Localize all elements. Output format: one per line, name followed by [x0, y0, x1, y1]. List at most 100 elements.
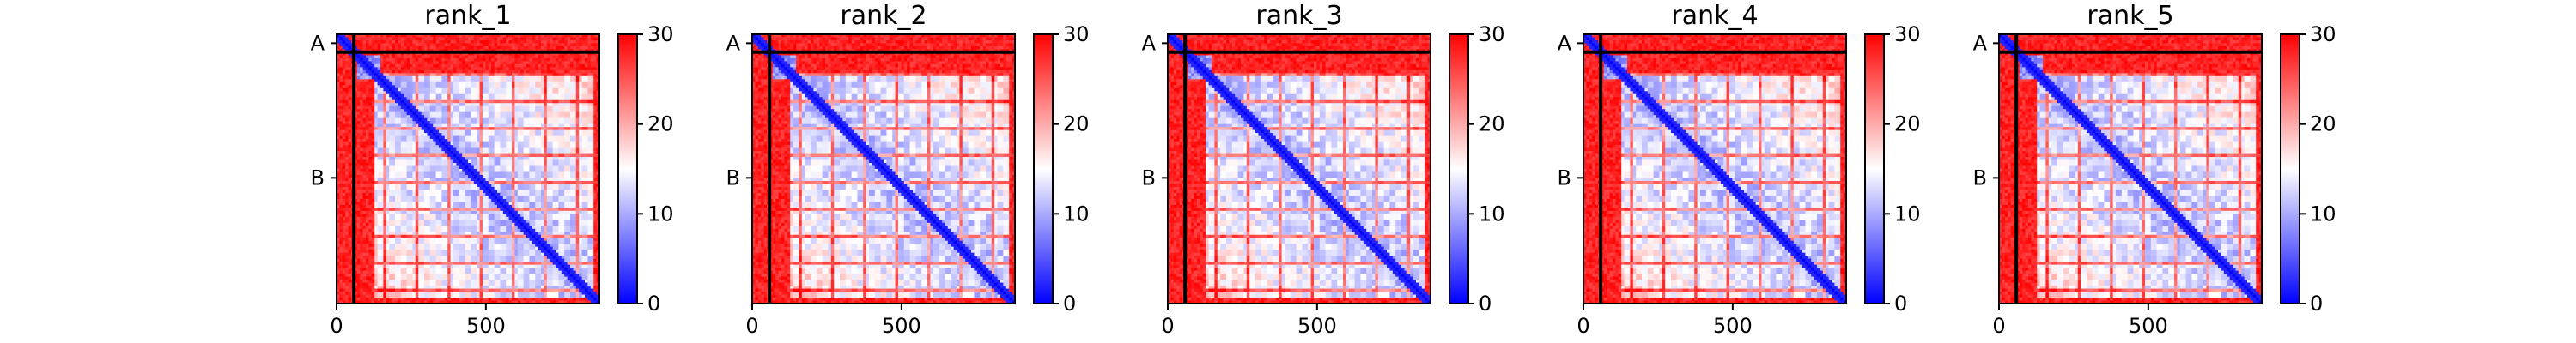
heatmap-cell	[360, 135, 363, 140]
heatmap-cell	[570, 169, 574, 172]
heatmap-cell	[532, 141, 536, 146]
heatmap-cell	[366, 133, 369, 137]
heatmap-cell	[488, 129, 492, 134]
heatmap-cell	[465, 37, 469, 41]
heatmap-cell	[497, 133, 501, 137]
heatmap-cell	[520, 169, 524, 172]
heatmap-cell	[532, 135, 536, 140]
heatmap-cell	[488, 67, 492, 71]
heatmap-cell	[345, 180, 349, 184]
heatmap-cell	[468, 79, 471, 83]
heatmap-cell	[523, 172, 527, 176]
heatmap-cell	[441, 97, 446, 101]
heatmap-cell	[424, 163, 428, 166]
heatmap-cell	[538, 174, 542, 178]
heatmap-cell	[468, 73, 471, 77]
heatmap-cell	[392, 99, 396, 104]
heatmap-cell	[523, 139, 527, 142]
heatmap-cell	[406, 163, 410, 166]
heatmap-cell	[383, 123, 387, 128]
heatmap-cell	[410, 55, 413, 59]
heatmap-cell	[587, 147, 592, 152]
heatmap-cell	[517, 129, 521, 134]
heatmap-cell	[529, 51, 533, 56]
heatmap-cell	[360, 67, 363, 71]
heatmap-cell	[406, 97, 410, 101]
heatmap-cell	[491, 151, 495, 154]
heatmap-cell	[395, 61, 398, 65]
heatmap-cell	[345, 133, 349, 137]
heatmap-cell	[544, 159, 548, 164]
heatmap-cell	[447, 133, 451, 137]
heatmap-cell	[526, 69, 530, 74]
heatmap-cell	[500, 129, 504, 134]
heatmap-cell	[450, 135, 454, 140]
heatmap-cell	[433, 34, 436, 38]
heatmap-cell	[392, 157, 396, 160]
heatmap-cell	[400, 151, 404, 154]
heatmap-cell	[342, 192, 346, 196]
heatmap-cell	[512, 135, 515, 140]
heatmap-cell	[404, 63, 407, 68]
heatmap-cell	[386, 103, 390, 107]
heatmap-cell	[517, 163, 521, 166]
heatmap-cell	[523, 145, 527, 148]
heatmap-cell	[593, 123, 597, 128]
heatmap-cell	[581, 186, 586, 190]
heatmap-cell	[459, 73, 463, 77]
heatmap-cell	[383, 67, 387, 71]
heatmap-cell	[585, 63, 588, 68]
heatmap-cell	[439, 163, 442, 166]
heatmap-cell	[520, 117, 524, 122]
heatmap-cell	[366, 97, 369, 101]
heatmap-cell	[541, 73, 544, 77]
heatmap-cell	[383, 169, 387, 172]
heatmap-cell	[575, 109, 580, 113]
heatmap-cell	[406, 57, 410, 62]
heatmap-cell	[512, 186, 515, 190]
heatmap-cell	[427, 184, 431, 188]
heatmap-cell	[374, 97, 378, 101]
heatmap-cell	[421, 63, 425, 68]
heatmap-cell	[433, 109, 436, 113]
heatmap-cell	[506, 135, 509, 140]
heatmap-cell	[439, 135, 442, 140]
heatmap-cell	[485, 99, 489, 104]
heatmap-cell	[456, 174, 460, 178]
heatmap-cell	[462, 93, 465, 98]
heatmap-cell	[579, 109, 582, 113]
heatmap-cell	[389, 139, 392, 142]
heatmap-cell	[348, 34, 352, 38]
heatmap-cell	[366, 67, 369, 71]
heatmap-cell	[360, 45, 363, 50]
heatmap-cell	[447, 75, 451, 80]
heatmap-cell	[389, 133, 392, 137]
heatmap-cell	[439, 73, 442, 77]
heatmap-cell	[468, 43, 471, 47]
heatmap-cell	[579, 91, 582, 95]
heatmap-cell	[348, 145, 352, 148]
heatmap-cell	[447, 145, 451, 148]
heatmap-cell	[514, 159, 519, 164]
heatmap-cell	[479, 99, 483, 104]
heatmap-cell	[453, 186, 457, 190]
heatmap-cell	[485, 51, 489, 56]
heatmap-cell	[500, 180, 504, 184]
heatmap-cell	[404, 157, 407, 160]
heatmap-cell	[590, 192, 594, 196]
heatmap-cell	[456, 186, 460, 190]
heatmap-cell	[558, 196, 562, 200]
heatmap-cell	[468, 75, 471, 80]
heatmap-cell	[412, 63, 416, 68]
heatmap-cell	[395, 141, 398, 146]
heatmap-cell	[424, 123, 428, 128]
heatmap-cell	[570, 190, 574, 194]
heatmap-cell	[497, 184, 501, 188]
heatmap-cell	[424, 129, 428, 134]
heatmap-cell	[508, 186, 513, 190]
heatmap-cell	[508, 73, 513, 77]
heatmap-cell	[538, 129, 542, 134]
heatmap-cell	[575, 123, 580, 128]
heatmap-cell	[427, 133, 431, 137]
heatmap-cell	[377, 117, 381, 122]
